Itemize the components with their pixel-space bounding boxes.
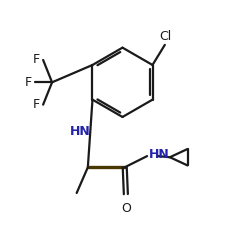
Text: HN: HN xyxy=(70,125,90,138)
Text: F: F xyxy=(33,54,40,66)
Text: O: O xyxy=(121,202,131,215)
Text: F: F xyxy=(25,76,32,89)
Text: HN: HN xyxy=(149,148,170,162)
Text: F: F xyxy=(33,98,40,111)
Text: Cl: Cl xyxy=(159,30,171,43)
